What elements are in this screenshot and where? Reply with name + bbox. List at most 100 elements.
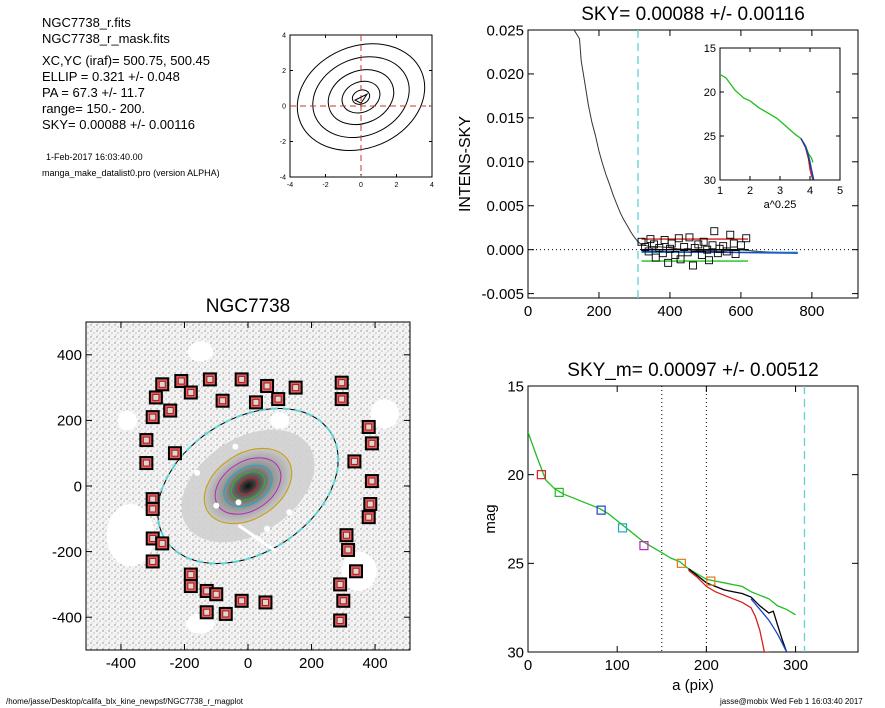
sky-point	[710, 227, 719, 236]
sky-point	[729, 239, 738, 248]
x-tick-label: 5	[837, 185, 843, 197]
isophote-ellipse	[237, 477, 259, 495]
mask-square-inner	[166, 407, 174, 415]
inset-series	[800, 138, 814, 180]
contour-level	[312, 56, 410, 139]
x-tick-label: 200	[694, 657, 719, 674]
mag-series	[688, 568, 788, 652]
mask-square-inner	[203, 608, 211, 616]
x-tick-label: 300	[783, 657, 808, 674]
masked-star	[235, 499, 242, 506]
contour-level	[341, 80, 381, 114]
sky-point	[664, 258, 673, 267]
isophote-ellipse	[223, 464, 273, 508]
sky-frame	[527, 29, 859, 299]
mag-marker	[639, 540, 649, 551]
sky-point	[736, 241, 745, 250]
mask-square-inner	[368, 439, 376, 447]
y-tick-label: -200	[52, 544, 82, 561]
mask-square-inner	[261, 598, 269, 606]
mask-square-inner	[222, 610, 230, 618]
inset-axes: 1 2 3 4 5 15 20 25 30	[704, 43, 843, 197]
mag-xlabel: a (pix)	[672, 677, 714, 694]
program-name: manga_make_datalist0.pro (version ALPHA)	[42, 168, 220, 178]
masked-star	[213, 502, 220, 509]
sky-point	[694, 240, 703, 249]
mask-square-inner	[149, 495, 157, 503]
sky-axes: 0 200 400 600 800 -0.005 0.000 0.005 0.010 0.015 0…	[481, 22, 859, 320]
mask-square-inner	[238, 597, 246, 605]
x-tick-label: 1	[717, 185, 723, 197]
y-tick-label: -0.005	[481, 286, 524, 303]
masked-star	[194, 469, 201, 476]
file-name: NGC7738_r.fits	[42, 15, 131, 30]
masked-region	[270, 412, 290, 429]
x-tick-label: 800	[799, 303, 824, 320]
mask-square-inner	[350, 457, 358, 465]
sky-point	[683, 248, 692, 257]
y-tick-label: 20	[507, 467, 524, 484]
mask-square-inner	[368, 477, 376, 485]
y-tick-label: 25	[704, 131, 716, 143]
y-tick-label: -4	[280, 174, 286, 181]
y-tick-label: 0	[74, 478, 82, 495]
y-tick-label: 0.020	[486, 66, 524, 83]
x-tick-label: 600	[728, 303, 753, 320]
y-tick-label: 0.010	[486, 154, 524, 171]
y-tick-label: 15	[704, 43, 716, 55]
run-date: 1-Feb-2017 16:03:40.00	[46, 152, 143, 162]
sky-plot-area	[528, 30, 858, 298]
mask-file-name: NGC7738_r_mask.fits	[42, 31, 170, 46]
mask-square-inner	[187, 389, 195, 397]
mask-square-inner	[338, 379, 346, 387]
param-sky: SKY= 0.00088 +/- 0.00116	[42, 117, 195, 132]
y-tick-label: 0.015	[486, 110, 524, 127]
sky-title: SKY= 0.00088 +/- 0.00116	[581, 4, 805, 25]
param-range: range= 150.- 200.	[42, 101, 145, 116]
image-area	[86, 322, 410, 650]
mask-square-inner	[152, 393, 160, 401]
mask-square-inner	[158, 380, 166, 388]
footer-path: /home/jasse/Desktop/califa_blx_kine_newp…	[6, 697, 244, 706]
isophote-ellipse	[230, 471, 266, 501]
y-tick-label: 400	[57, 347, 82, 364]
param-pa: PA = 67.3 +/- 11.7	[42, 85, 145, 100]
x-tick-label: 2	[747, 185, 753, 197]
mask-square-inner	[252, 398, 260, 406]
y-tick-label: 30	[507, 644, 524, 661]
x-tick-label: 3	[777, 185, 783, 197]
mask-square-inner	[344, 546, 352, 554]
inner-ellipse	[203, 447, 293, 525]
masked-region	[187, 341, 214, 362]
masked-region	[117, 410, 137, 431]
masked-star	[264, 525, 271, 532]
mask-square-inner	[336, 616, 344, 624]
masked-star	[232, 443, 239, 450]
mask-square-inner	[212, 590, 220, 598]
x-tick-label: -2	[322, 182, 328, 189]
mag-marker	[706, 576, 716, 586]
mag-series	[688, 569, 769, 652]
y-tick-label: 2	[282, 68, 286, 75]
inset-bg	[720, 48, 840, 180]
sky-point	[685, 233, 694, 242]
inset-xlabel: a^0.25	[764, 199, 797, 211]
x-tick-label: 4	[807, 185, 813, 197]
mag-ylabel: mag	[482, 504, 499, 533]
x-tick-label: 200	[586, 303, 611, 320]
sky-point	[713, 249, 722, 258]
centroid-marker-icon	[353, 92, 369, 104]
mask-square-inner	[352, 567, 360, 575]
y-tick-label: 0	[282, 103, 286, 110]
y-tick-label: 0.025	[486, 22, 524, 39]
y-tick-label: 4	[282, 32, 286, 39]
inset-plot-area	[720, 73, 815, 180]
mask-square-inner	[219, 397, 227, 405]
y-tick-label: 200	[57, 413, 82, 430]
masked-region	[370, 399, 399, 429]
x-tick-label: 0	[359, 182, 363, 189]
sky-point	[671, 250, 680, 259]
mask-square-inner	[365, 423, 373, 431]
y-tick-label: -400	[52, 609, 82, 626]
mask-square-inner	[187, 582, 195, 590]
